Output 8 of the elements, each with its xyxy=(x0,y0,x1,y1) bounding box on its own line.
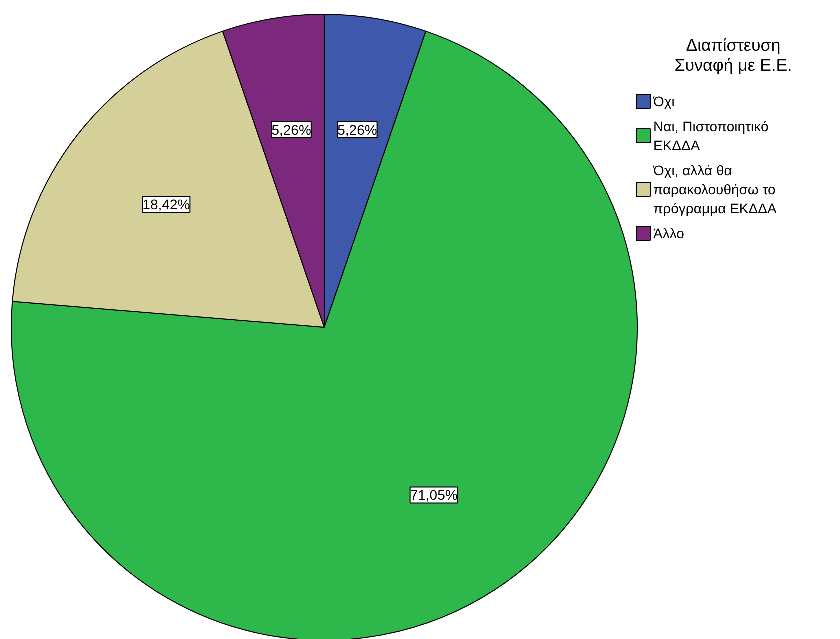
data-label: 5,26% xyxy=(338,122,378,138)
legend-label: Όχι, αλλά θα παρακολουθήσω το πρόγραμμα ΕΚΔΔΑ xyxy=(652,162,778,216)
legend-label: Όχι xyxy=(652,94,675,110)
legend-label: Ναι, Πιστοποιητικό ΕΚΔΔΑ xyxy=(654,118,769,154)
legend-title: Διαπίστευση Συναφή με Ε.Ε. xyxy=(674,36,792,75)
data-label: 5,26% xyxy=(272,122,312,138)
data-label: 71,05% xyxy=(410,487,458,504)
legend-label: Άλλο xyxy=(654,226,685,242)
